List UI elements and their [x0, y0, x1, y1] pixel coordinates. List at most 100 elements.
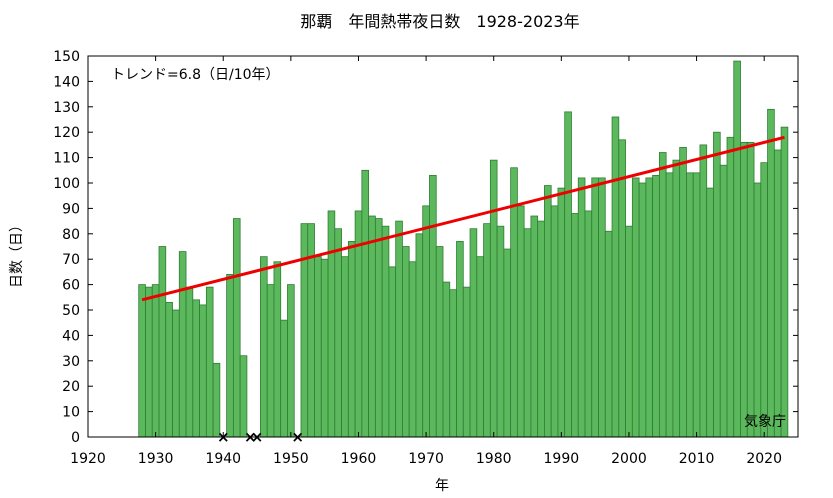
bar-1996: [598, 177, 606, 438]
bar-1949: [280, 319, 288, 438]
y-tick-label: 130: [53, 100, 80, 116]
bar-2001: [631, 177, 640, 438]
trend-layer: [141, 135, 785, 302]
bar-2013: [713, 131, 721, 438]
y-tick-label: 80: [62, 227, 80, 243]
bar-1952: [300, 223, 309, 438]
bar-1961: [361, 169, 370, 438]
bar-1994: [584, 210, 593, 438]
bar-1999: [618, 139, 626, 438]
bar-1947: [266, 284, 275, 438]
bar-2021: [767, 108, 775, 438]
bar-1956: [327, 210, 336, 438]
y-tick-label: 10: [62, 405, 80, 421]
y-tick-label: 60: [62, 278, 80, 294]
bar-2018: [746, 141, 755, 438]
source-label: 気象庁: [744, 414, 786, 430]
bar-1935: [185, 286, 194, 438]
x-tick-label: 2010: [679, 451, 715, 467]
bar-1959: [347, 241, 356, 438]
y-tick-label: 120: [53, 125, 80, 141]
y-tick-label: 150: [53, 49, 80, 65]
bar-2007: [672, 159, 681, 438]
bar-1988: [544, 185, 552, 438]
bar-1929: [145, 286, 153, 438]
bar-1939: [212, 362, 221, 438]
bar-1967: [402, 246, 410, 438]
bar-1962: [368, 215, 376, 438]
bar-1963: [374, 218, 383, 438]
y-tick-label: 50: [62, 303, 80, 319]
bar-1965: [388, 266, 397, 438]
bar-1932: [165, 301, 173, 438]
bar-1971: [429, 174, 437, 438]
x-tick-label: 1950: [273, 451, 309, 467]
y-tick-label: 70: [62, 252, 80, 268]
y-tick-label: 100: [53, 176, 80, 192]
bar-1978: [476, 256, 484, 438]
x-tick-label: 1940: [205, 451, 241, 467]
bar-1985: [523, 228, 532, 438]
bar-2002: [638, 182, 647, 438]
bar-2023: [780, 126, 789, 438]
bar-2009: [686, 172, 694, 438]
bar-1942: [232, 218, 241, 438]
bar-1954: [314, 256, 322, 438]
bar-1933: [172, 309, 180, 438]
bar-1974: [449, 289, 457, 438]
bar-1928: [138, 284, 146, 438]
bar-2006: [665, 172, 674, 438]
bar-1997: [604, 230, 613, 438]
x-tick-label: 2020: [746, 451, 782, 467]
bar-1989: [550, 205, 559, 438]
bar-1980: [489, 159, 498, 438]
x-tick-label: 1920: [70, 451, 106, 467]
bar-1975: [456, 241, 464, 438]
y-axis: 0 10 20 30 40 50 60 70 80 90 100 110 120 130 140 150: [53, 49, 798, 446]
y-tick-label: 140: [53, 74, 80, 90]
bar-1993: [577, 177, 586, 438]
plot-frame: [87, 55, 799, 438]
bar-1986: [530, 215, 539, 438]
bar-1938: [205, 286, 214, 438]
bar-2016: [733, 60, 741, 438]
bar-2012: [706, 187, 714, 438]
bar-2017: [740, 141, 748, 438]
y-tick-label: 0: [71, 430, 80, 446]
bar-2011: [699, 144, 708, 438]
trend-line: [141, 135, 785, 302]
bar-2010: [692, 172, 701, 438]
chart-title: 那覇 年間熱帯夜日数 1928-2023年: [300, 12, 579, 31]
bar-1968: [408, 261, 417, 438]
y-tick-label: 90: [62, 201, 80, 217]
bar-2015: [726, 136, 735, 438]
bar-1966: [395, 220, 403, 438]
bar-1931: [158, 246, 167, 438]
bar-2000: [625, 225, 633, 438]
bar-2019: [753, 182, 762, 438]
bar-2004: [652, 174, 660, 438]
bar-1937: [199, 304, 207, 438]
bar-1987: [537, 220, 545, 438]
x-tick-label: 1970: [408, 451, 444, 467]
bar-1984: [516, 205, 525, 438]
bar-1950: [287, 284, 295, 438]
bar-1970: [422, 205, 430, 438]
bar-1973: [442, 281, 451, 438]
bar-1972: [435, 246, 444, 438]
x-tick-label: 1930: [138, 451, 174, 467]
bar-1946: [260, 256, 268, 438]
bar-1969: [415, 233, 424, 438]
y-tick-label: 30: [62, 354, 80, 370]
bar-1983: [510, 167, 518, 438]
bar-1977: [469, 228, 478, 438]
y-axis-label: 日数（日）: [9, 218, 25, 288]
bar-1995: [591, 177, 599, 438]
bar-1992: [571, 213, 579, 438]
bar-series: [138, 60, 789, 438]
bar-2022: [773, 149, 782, 438]
bar-2020: [760, 162, 768, 438]
bar-1981: [496, 225, 505, 438]
bar-2008: [679, 147, 687, 438]
